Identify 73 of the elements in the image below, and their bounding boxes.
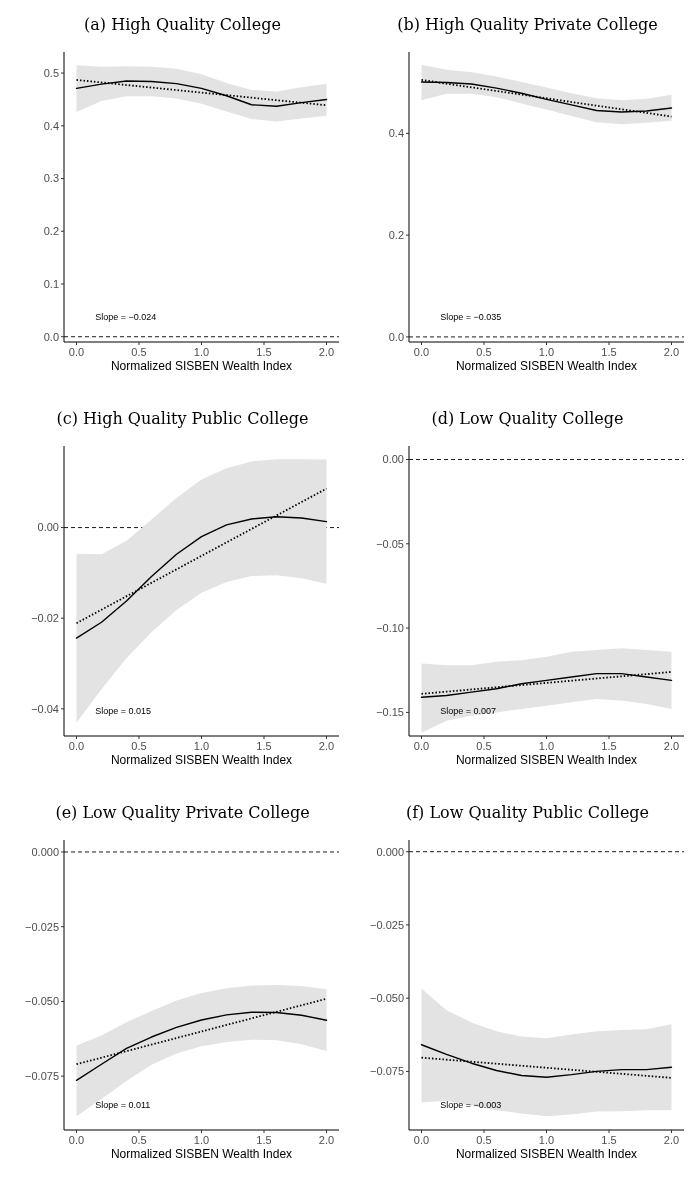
x-tick-label: 0.0 [68,740,85,752]
y-tick-label: 0.0 [43,330,59,343]
annotation: Slope = −0.024 [95,312,157,322]
x-tick-label: 2.0 [663,1134,680,1146]
y-tick-label: −0.025 [25,920,59,933]
annotation: Slope = 0.007 [440,706,497,716]
y-tick-label: 0.00 [37,521,59,534]
x-axis-title: Normalized SISBEN Wealth Index [110,753,293,767]
y-tick-label: −0.050 [370,992,404,1005]
x-tick-label: 1.5 [256,740,272,752]
x-tick-label: 1.0 [538,346,555,358]
y-tick-label: −0.050 [25,995,59,1008]
x-tick-label: 1.5 [601,740,617,752]
x-tick-label: 2.0 [318,346,335,358]
annotation: Slope = −0.035 [440,312,502,322]
y-tick-label: 0.4 [43,119,59,132]
y-tick-label: 0.000 [31,845,59,858]
x-axis-title: Normalized SISBEN Wealth Index [455,753,638,767]
x-tick-label: 2.0 [663,346,680,358]
y-tick-label: 0.4 [388,127,404,140]
y-tick-label: −0.075 [370,1065,404,1078]
y-tick-label: 0.0 [388,330,404,343]
y-tick-label: −0.02 [31,612,59,625]
x-tick-label: 1.0 [193,740,210,752]
y-tick-label: 0.00 [382,453,404,466]
y-tick-label: −0.025 [370,918,404,931]
x-tick-label: 2.0 [318,1134,335,1146]
y-tick-label: −0.15 [376,706,404,719]
annotation: Slope = −0.003 [440,1100,502,1110]
y-tick-label: 0.2 [43,225,59,238]
x-tick-label: 1.5 [601,1134,617,1146]
y-tick-label: −0.05 [376,537,404,550]
y-tick-label: 0.000 [376,845,404,858]
x-tick-label: 0.5 [131,740,147,752]
chart-title: (e) Low Quality Private College [55,803,310,822]
chart-title: (a) High Quality College [84,15,281,34]
annotation: Slope = 0.015 [95,706,152,716]
x-tick-label: 0.5 [476,1134,492,1146]
chart-title: (b) High Quality Private College [397,15,658,34]
chart-title: (f) Low Quality Public College [405,803,650,822]
x-tick-label: 1.5 [256,1134,272,1146]
x-axis-title: Normalized SISBEN Wealth Index [455,1147,638,1161]
x-tick-label: 2.0 [318,740,335,752]
x-tick-label: 0.0 [413,346,430,358]
x-axis-title: Normalized SISBEN Wealth Index [455,359,638,373]
annotation: Slope = 0.011 [95,1100,151,1110]
x-tick-label: 0.5 [476,346,492,358]
x-tick-label: 0.0 [68,346,85,358]
x-tick-label: 1.0 [538,1134,555,1146]
line-series [420,1044,673,1078]
y-tick-label: 0.2 [388,229,404,242]
x-tick-label: 1.0 [538,740,555,752]
x-tick-label: 0.5 [476,740,492,752]
x-tick-label: 1.5 [601,346,617,358]
x-tick-label: 0.0 [68,1134,85,1146]
x-tick-label: 0.5 [131,346,147,358]
x-tick-label: 1.0 [193,1134,210,1146]
x-tick-label: 1.0 [193,346,210,358]
y-tick-label: 0.1 [43,277,59,290]
chart-title: (c) High Quality Public College [56,409,309,428]
x-tick-label: 0.0 [413,1134,430,1146]
x-tick-label: 2.0 [663,740,680,752]
x-tick-label: 0.5 [131,1134,147,1146]
x-tick-label: 1.5 [256,346,272,358]
x-axis-title: Normalized SISBEN Wealth Index [110,1147,293,1161]
y-tick-label: −0.075 [25,1070,59,1083]
y-tick-label: 0.5 [43,66,59,79]
chart-title: (d) Low Quality College [431,409,624,428]
y-tick-label: 0.3 [43,172,59,185]
x-axis-title: Normalized SISBEN Wealth Index [110,359,293,373]
x-tick-label: 0.0 [413,740,430,752]
y-tick-label: −0.10 [376,621,404,634]
y-tick-label: −0.04 [31,702,59,715]
